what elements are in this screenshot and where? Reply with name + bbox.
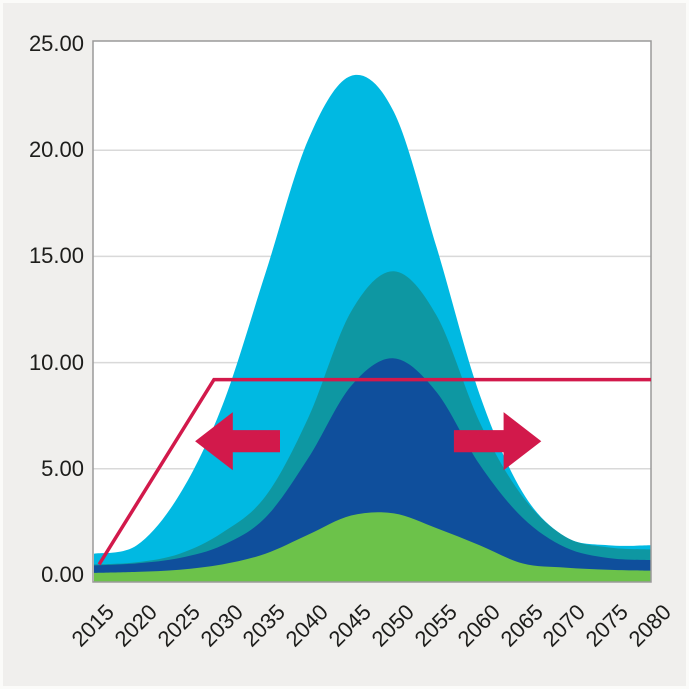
shift-right-arrow: [453, 412, 542, 471]
y-tick-label: 15.00: [28, 243, 84, 269]
y-tick-label: 20.00: [28, 137, 84, 163]
y-tick-label: 25.00: [28, 31, 84, 56]
plot-border: [92, 40, 652, 583]
red-threshold-line: [97, 377, 651, 566]
green-area: [94, 512, 651, 582]
dark-blue-area: [94, 358, 651, 582]
y-tick-label: 0.00: [41, 562, 84, 587]
shift-left-arrow: [195, 412, 280, 471]
y-tick-label: 10.00: [28, 349, 84, 375]
y-tick-label: 5.00: [41, 455, 84, 481]
